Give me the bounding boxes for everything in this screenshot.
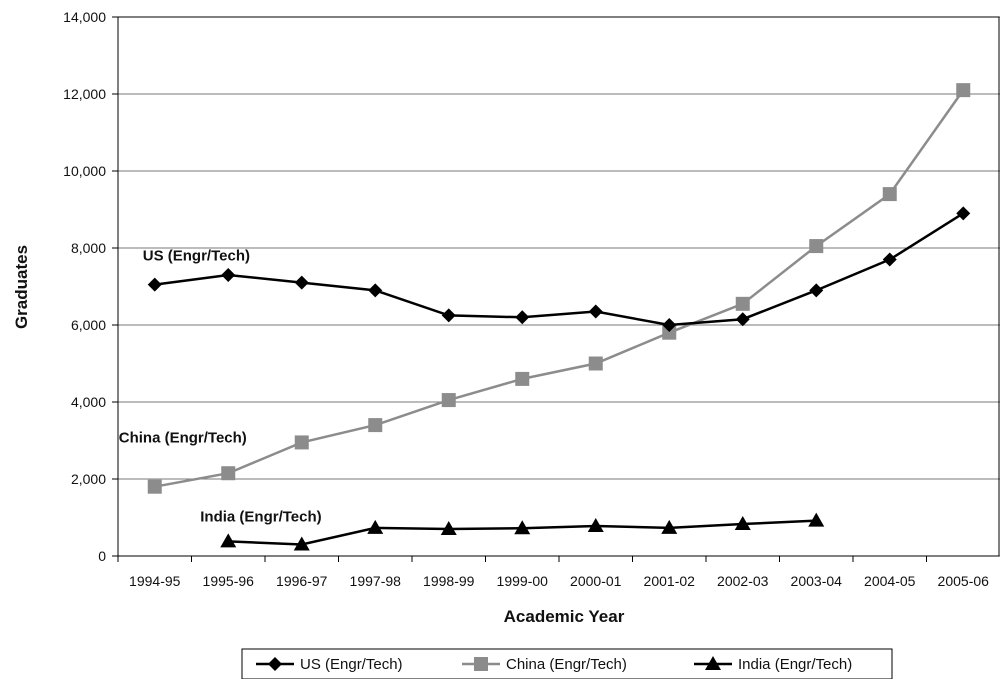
x-tick-label: 1994-95	[129, 573, 181, 589]
x-tick-label: 1999-00	[497, 573, 549, 589]
series-line	[154, 89, 965, 488]
x-tick-label: 2003-04	[791, 573, 843, 589]
legend-marker	[268, 657, 282, 671]
data-point	[367, 519, 384, 534]
data-point	[515, 371, 530, 386]
data-point	[734, 516, 751, 531]
x-tick-label: 1996-97	[276, 573, 328, 589]
data-point	[587, 517, 604, 532]
data-point	[735, 312, 750, 327]
data-point	[294, 435, 309, 450]
data-point	[662, 318, 677, 332]
data-point	[368, 283, 383, 298]
data-point	[441, 308, 456, 323]
series-annotation: US (Engr/Tech)	[143, 248, 250, 265]
y-tick-labels: 0 2,000 4,000 6,000 8,000 10,000 12,000 14,000	[63, 9, 118, 564]
gridlines	[118, 16, 1000, 557]
data-point	[293, 536, 310, 551]
y-tick-label: 4,000	[71, 394, 106, 410]
data-point	[220, 533, 237, 548]
series-annotation: China (Engr/Tech)	[119, 430, 247, 447]
data-point	[147, 277, 162, 292]
series-layer	[147, 83, 971, 551]
x-tick-label: 2002-03	[717, 573, 769, 589]
legend-item: US (Engr/Tech)	[256, 656, 403, 673]
plot-area-frame	[117, 16, 1000, 557]
y-tick-label: 14,000	[63, 9, 106, 25]
data-point	[588, 356, 603, 371]
legend-marker	[474, 657, 488, 671]
x-tick-labels: 1994-95 1995-96 1996-97 1997-98 1998-99 1999-…	[117, 556, 990, 589]
legend-label: US (Engr/Tech)	[300, 656, 403, 673]
x-tick-label: 2005-06	[938, 573, 990, 589]
series-annotations: US (Engr/Tech) China (Engr/Tech) India (En…	[119, 248, 322, 526]
x-tick-label: 2000-01	[570, 573, 622, 589]
data-point	[956, 83, 971, 98]
x-tick-label: 2004-05	[864, 573, 916, 589]
data-point	[221, 267, 236, 282]
data-point	[882, 252, 897, 267]
y-tick-label: 2,000	[71, 471, 106, 487]
series-annotation: India (Engr/Tech)	[200, 508, 321, 525]
legend-marker	[705, 656, 721, 670]
y-axis-title: Graduates	[12, 245, 31, 329]
legend-label: India (Engr/Tech)	[738, 656, 852, 673]
data-point	[882, 187, 897, 202]
data-point	[588, 304, 603, 319]
data-point	[956, 206, 971, 221]
x-tick-label: 1997-98	[350, 573, 402, 589]
y-tick-label: 0	[98, 548, 106, 564]
legend: US (Engr/Tech) China (Engr/Tech) India (En…	[241, 648, 893, 679]
data-point	[441, 393, 456, 408]
data-point	[809, 283, 824, 298]
x-axis-title: Academic Year	[504, 607, 625, 626]
x-tick-label: 1995-96	[203, 573, 255, 589]
y-tick-label: 12,000	[63, 86, 106, 102]
data-point	[368, 418, 383, 433]
series-line	[154, 212, 964, 327]
legend-frame	[241, 648, 893, 679]
data-point	[514, 520, 531, 535]
data-point	[735, 296, 750, 311]
series-1	[147, 83, 971, 494]
y-tick-label: 8,000	[71, 240, 106, 256]
data-point	[147, 479, 162, 494]
data-point	[221, 466, 236, 481]
data-point	[662, 325, 677, 340]
x-tick-label: 1998-99	[423, 573, 475, 589]
data-point	[440, 521, 457, 536]
data-point	[294, 275, 309, 290]
y-tick-label: 10,000	[63, 163, 106, 179]
legend-item: China (Engr/Tech)	[462, 656, 627, 673]
legend-item: India (Engr/Tech)	[694, 656, 852, 673]
x-tick-label: 2001-02	[644, 573, 696, 589]
series-0	[147, 206, 971, 332]
series-2	[220, 512, 825, 551]
y-tick-label: 6,000	[71, 317, 106, 333]
data-point	[809, 239, 824, 254]
data-point	[808, 512, 825, 527]
legend-label: China (Engr/Tech)	[506, 656, 627, 673]
data-point	[515, 310, 530, 325]
data-point	[661, 519, 678, 534]
